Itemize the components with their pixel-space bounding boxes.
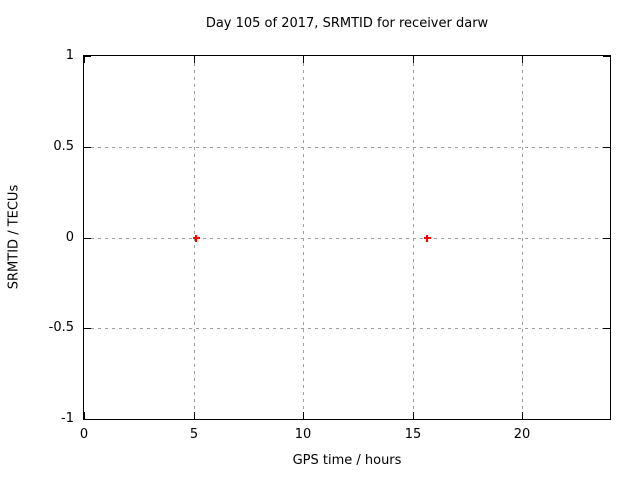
x-tick-mark <box>84 412 85 419</box>
y-tick-label: 0 <box>65 230 74 245</box>
y-tick-mark <box>84 419 91 420</box>
plot-area <box>83 55 611 420</box>
x-tick-mark <box>194 56 195 63</box>
data-point-marker <box>195 235 197 242</box>
x-tick-label: 15 <box>404 427 422 442</box>
y-gridline <box>84 238 610 239</box>
x-gridline <box>522 56 523 419</box>
x-tick-mark <box>413 412 414 419</box>
y-tick-mark <box>603 419 610 420</box>
x-tick-label: 20 <box>513 427 531 442</box>
y-tick-mark <box>84 238 91 239</box>
y-tick-mark <box>84 147 91 148</box>
y-tick-mark <box>84 328 91 329</box>
x-tick-mark <box>303 56 304 63</box>
x-tick-label: 0 <box>79 427 89 442</box>
chart-title: Day 105 of 2017, SRMTID for receiver dar… <box>205 16 489 31</box>
y-tick-label: 1 <box>65 48 74 63</box>
x-gridline <box>413 56 414 419</box>
x-tick-mark <box>522 412 523 419</box>
y-tick-label: -1 <box>61 411 74 426</box>
x-tick-mark <box>303 412 304 419</box>
x-tick-mark <box>522 56 523 63</box>
x-tick-mark <box>84 56 85 63</box>
x-tick-mark <box>413 56 414 63</box>
x-gridline <box>303 56 304 419</box>
y-tick-mark <box>603 56 610 57</box>
y-gridline <box>84 147 610 148</box>
y-tick-label: 0.5 <box>53 139 74 154</box>
y-tick-mark <box>603 238 610 239</box>
data-point-marker <box>426 235 428 242</box>
x-tick-label: 10 <box>294 427 312 442</box>
y-gridline <box>84 328 610 329</box>
y-tick-mark <box>603 328 610 329</box>
x-tick-mark <box>194 412 195 419</box>
y-tick-mark <box>603 147 610 148</box>
x-tick-label: 5 <box>189 427 199 442</box>
y-tick-mark <box>84 56 91 57</box>
y-tick-label: -0.5 <box>48 320 74 335</box>
x-axis-label: GPS time / hours <box>292 453 402 468</box>
